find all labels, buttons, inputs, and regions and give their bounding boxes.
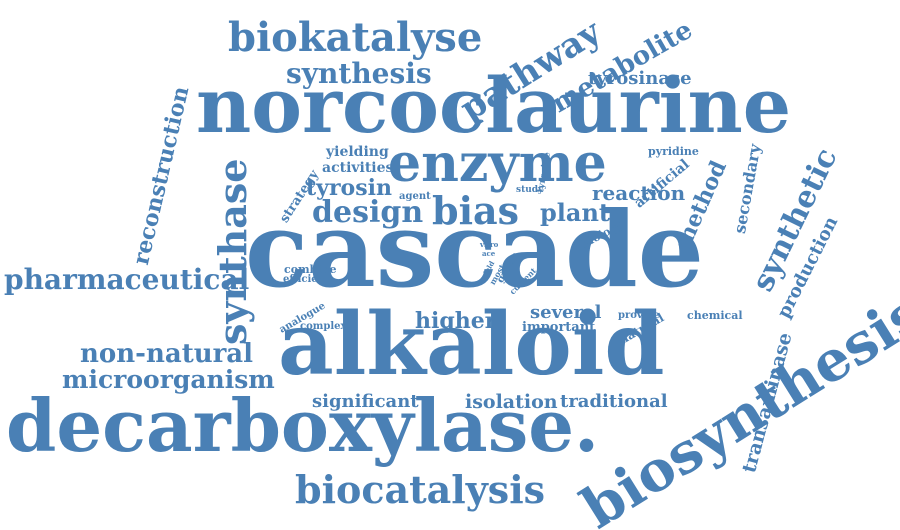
word-study: study xyxy=(516,185,544,195)
word-reaction: reaction xyxy=(592,181,686,205)
word-complex: complex xyxy=(300,321,347,332)
word-chemical: chemical xyxy=(687,309,743,322)
word-secondary: secondary xyxy=(730,142,765,235)
word-combine: combine xyxy=(284,263,337,276)
word-synthesis: synthesis xyxy=(286,57,432,90)
word-ace: ace xyxy=(482,249,496,258)
word-vitro: vitro xyxy=(480,240,499,249)
word-biocatalysis: biocatalysis xyxy=(295,467,546,512)
word-higher: higher xyxy=(415,308,497,334)
word-pyridine: pyridine xyxy=(648,145,699,158)
word-pharmaceutical: pharmaceutical xyxy=(4,263,250,296)
word-activities: activities xyxy=(322,160,394,176)
word-design: design xyxy=(312,195,424,230)
word-important: important xyxy=(522,320,596,335)
word-synthase: synthase xyxy=(210,158,255,345)
word-biokatalyse: biokatalyse xyxy=(228,14,483,61)
word-several: several xyxy=(530,302,602,323)
word-norcoclaurine: norcoclaurine xyxy=(196,61,792,150)
word-provide: provide xyxy=(618,310,660,321)
word-efficient: efficient xyxy=(283,274,330,285)
word-yielding: yielding xyxy=(326,144,389,160)
word-agent: agent xyxy=(399,191,431,202)
word-traditional: traditional xyxy=(560,391,668,412)
word-significant: significant xyxy=(312,391,419,412)
word-reconstruction: reconstruction xyxy=(128,83,195,268)
word-non-natural: non-natural xyxy=(80,339,254,369)
word-decarboxylase: decarboxylase. xyxy=(6,383,600,468)
word-enzyme: enzyme xyxy=(388,133,607,194)
word-cascade: cascade xyxy=(245,188,704,311)
word-isolation: isolation xyxy=(465,391,558,413)
word-tyrosin: tyrosin xyxy=(306,175,392,201)
word-plant: plant xyxy=(540,198,610,227)
word-tyrosinase: tyrosinase xyxy=(588,68,692,89)
word-bias: bias xyxy=(432,188,520,233)
word-alkaloid: alkaloid xyxy=(278,294,665,395)
word-microorganism: microorganism xyxy=(62,365,275,394)
